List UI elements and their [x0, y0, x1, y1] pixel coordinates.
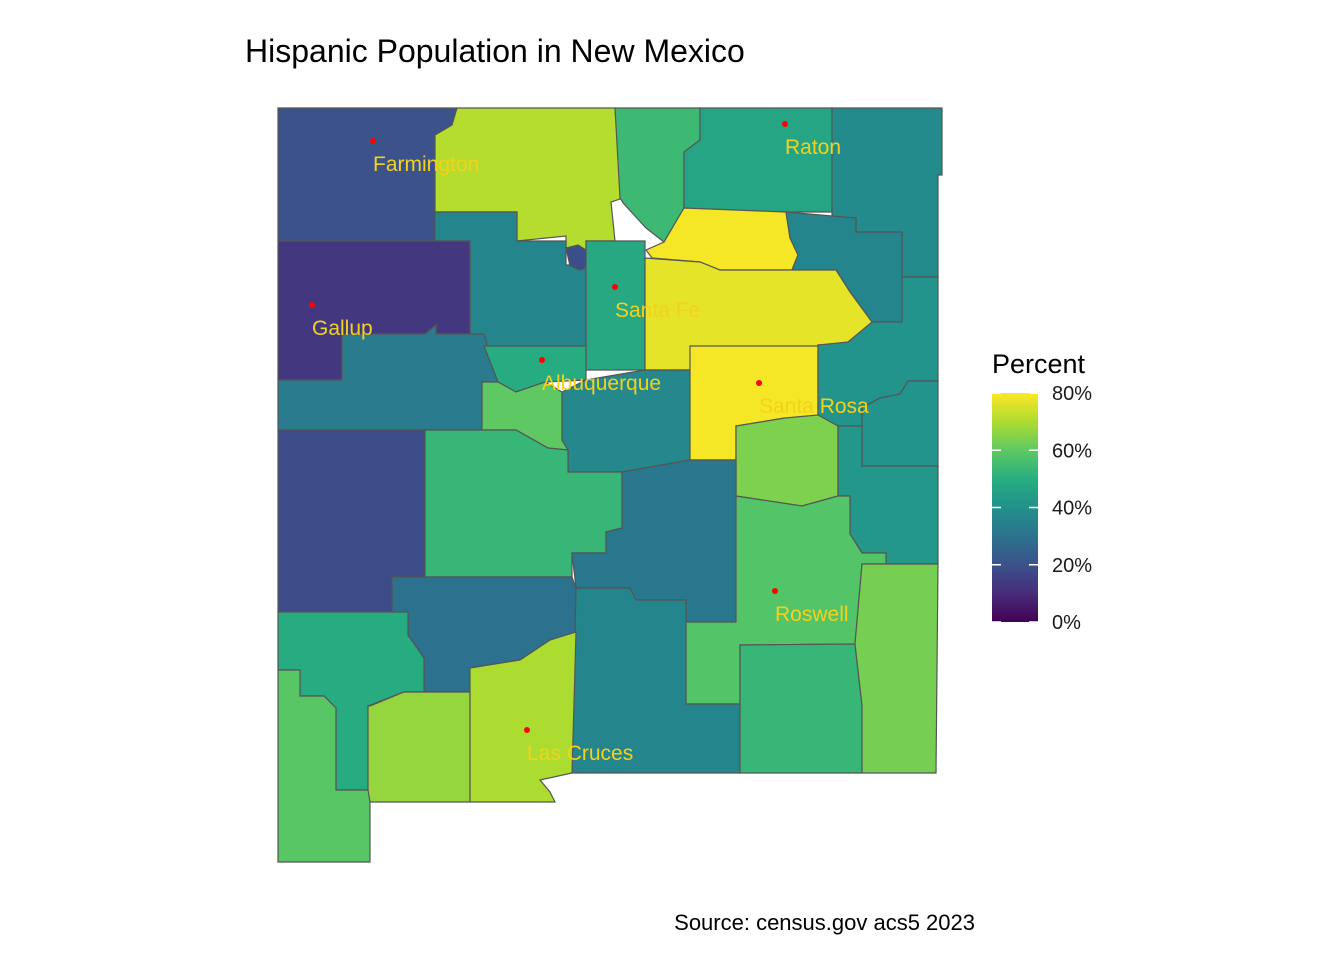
city-marker-albuquerque: [539, 357, 545, 363]
county-eddy: [739, 643, 863, 774]
city-marker-las-cruces: [524, 727, 530, 733]
city-marker-farmington: [370, 138, 376, 144]
city-label-las-cruces: Las Cruces: [527, 742, 633, 765]
county-luna: [367, 691, 471, 803]
city-label-farmington: Farmington: [373, 153, 479, 176]
city-marker-santa-fe: [612, 284, 618, 290]
legend-ticks: 80% 60% 40% 20% 0%: [992, 383, 1092, 634]
city-marker-raton: [782, 121, 788, 127]
legend-tick-label: 60%: [1052, 440, 1092, 462]
county-de-baca: [735, 414, 839, 507]
legend-tick-label: 20%: [1052, 555, 1092, 577]
county-colfax: [683, 107, 833, 213]
city-label-albuquerque: Albuquerque: [542, 372, 661, 395]
city-layer: Farmington Raton Gallup Santa Fe Albuquerque…: [309, 121, 869, 765]
city-marker-santa-rosa: [756, 380, 762, 386]
map-title: Hispanic Population in New Mexico: [245, 33, 745, 69]
legend-tick-label: 80%: [1052, 383, 1092, 405]
legend-title: Percent: [992, 349, 1086, 379]
city-marker-roswell: [772, 588, 778, 594]
source-caption: Source: census.gov acs5 2023: [674, 910, 975, 935]
county-layer: [277, 107, 943, 863]
county-lea: [854, 563, 939, 774]
city-label-santa-rosa: Santa Rosa: [759, 395, 869, 418]
city-marker-gallup: [309, 302, 315, 308]
legend: Percent 80% 60% 40% 20% 0%: [992, 349, 1092, 634]
county-hidalgo: [277, 669, 371, 863]
county-dona-ana: [469, 631, 577, 803]
city-label-raton: Raton: [785, 136, 841, 159]
city-label-santa-fe: Santa Fe: [615, 299, 700, 322]
county-otero: [571, 587, 741, 774]
city-label-roswell: Roswell: [775, 603, 849, 626]
legend-tick-label: 0%: [1052, 612, 1081, 634]
city-label-gallup: Gallup: [312, 317, 373, 340]
legend-tick-label: 40%: [1052, 498, 1092, 520]
